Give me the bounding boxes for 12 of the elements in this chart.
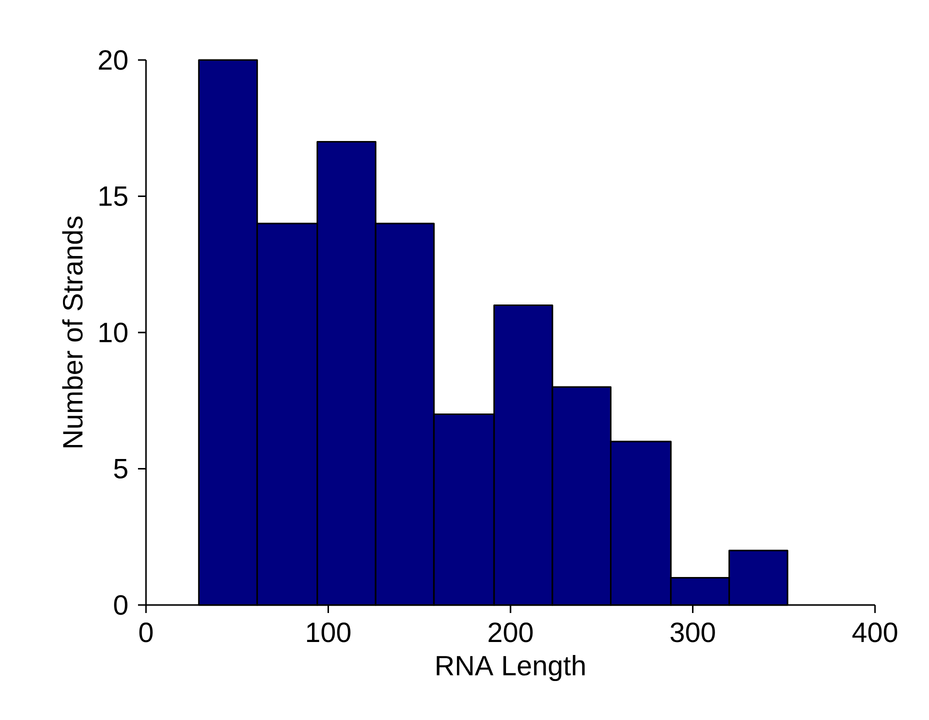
y-axis-title: Number of Strands: [62, 216, 83, 448]
y-tick-label: 0: [114, 595, 128, 615]
y-tick-label: 15: [100, 186, 128, 206]
x-tick-label: 100: [307, 622, 350, 642]
x-tick-label: 0: [139, 622, 153, 642]
y-tick-label: 20: [98, 50, 128, 70]
y-tick-label: 10: [100, 322, 128, 342]
x-tick-label: 200: [488, 622, 533, 642]
x-tick-label: 300: [670, 622, 715, 642]
x-tick-label: 400: [852, 622, 898, 642]
x-axis-title: RNA Length: [436, 655, 585, 682]
y-tick-label: 5: [114, 459, 128, 478]
